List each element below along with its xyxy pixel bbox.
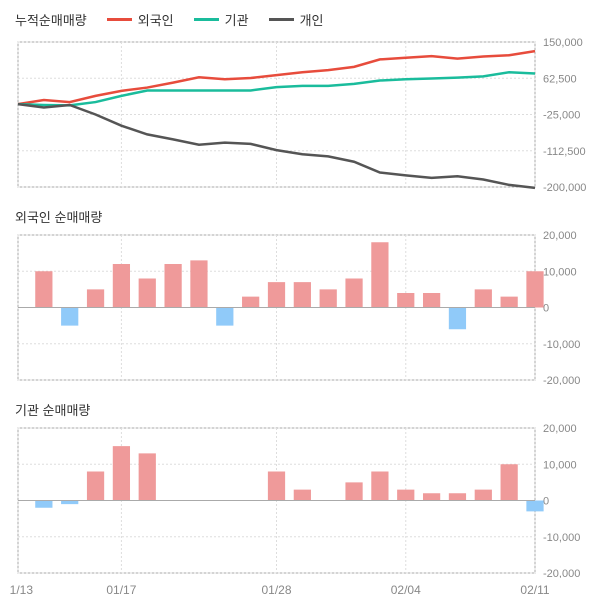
legend-item-institution: 기관 — [194, 10, 249, 29]
svg-text:-10,000: -10,000 — [543, 532, 580, 544]
legend-line-institution — [194, 18, 219, 21]
svg-text:-10,000: -10,000 — [543, 339, 580, 351]
svg-text:-20,000: -20,000 — [543, 568, 580, 578]
panel1-title: 누적순매매량 — [15, 10, 87, 29]
panel1-cumulative: 150,000 62,500 -25,000 -112,500 -200,000 — [10, 37, 595, 192]
chart-container: 누적순매매량 외국인 기관 개인 150,000 62,500 -25,000 -11… — [0, 0, 600, 604]
legend-label-institution: 기관 — [225, 10, 249, 29]
legend-line-foreign — [107, 18, 132, 21]
svg-text:20,000: 20,000 — [543, 423, 577, 435]
panel3-title: 기관 순매매량 — [10, 400, 595, 419]
svg-text:0: 0 — [543, 496, 549, 508]
svg-text:01/28: 01/28 — [261, 583, 291, 597]
legend-label-individual: 개인 — [300, 10, 324, 29]
svg-text:20,000: 20,000 — [543, 230, 577, 242]
svg-text:02/04: 02/04 — [391, 583, 421, 597]
svg-text:-20,000: -20,000 — [543, 375, 580, 385]
svg-text:0: 0 — [543, 303, 549, 315]
svg-text:10,000: 10,000 — [543, 459, 577, 471]
svg-text:10,000: 10,000 — [543, 266, 577, 278]
panel2-title: 외국인 순매매량 — [10, 207, 595, 226]
svg-text:01/13: 01/13 — [10, 583, 33, 597]
svg-text:62,500: 62,500 — [543, 73, 577, 85]
panel3-institution: 기관 순매매량 20,000 10,000 0 -10,000 -20,000 — [10, 400, 595, 578]
svg-text:-112,500: -112,500 — [543, 146, 586, 158]
svg-text:01/17: 01/17 — [106, 583, 136, 597]
legend-label-foreign: 외국인 — [138, 10, 174, 29]
panel2-foreign: 외국인 순매매량 20,000 10,000 0 -10,000 -20,000 — [10, 207, 595, 385]
legend: 누적순매매량 외국인 기관 개인 — [10, 10, 595, 29]
x-axis: 01/13 01/17 01/28 02/04 02/11 — [10, 578, 590, 603]
legend-item-foreign: 외국인 — [107, 10, 174, 29]
svg-text:150,000: 150,000 — [543, 37, 583, 49]
svg-text:-25,000: -25,000 — [543, 110, 580, 122]
legend-item-individual: 개인 — [269, 10, 324, 29]
legend-line-individual — [269, 18, 294, 21]
svg-text:02/11: 02/11 — [520, 583, 549, 597]
svg-text:-200,000: -200,000 — [543, 182, 586, 192]
